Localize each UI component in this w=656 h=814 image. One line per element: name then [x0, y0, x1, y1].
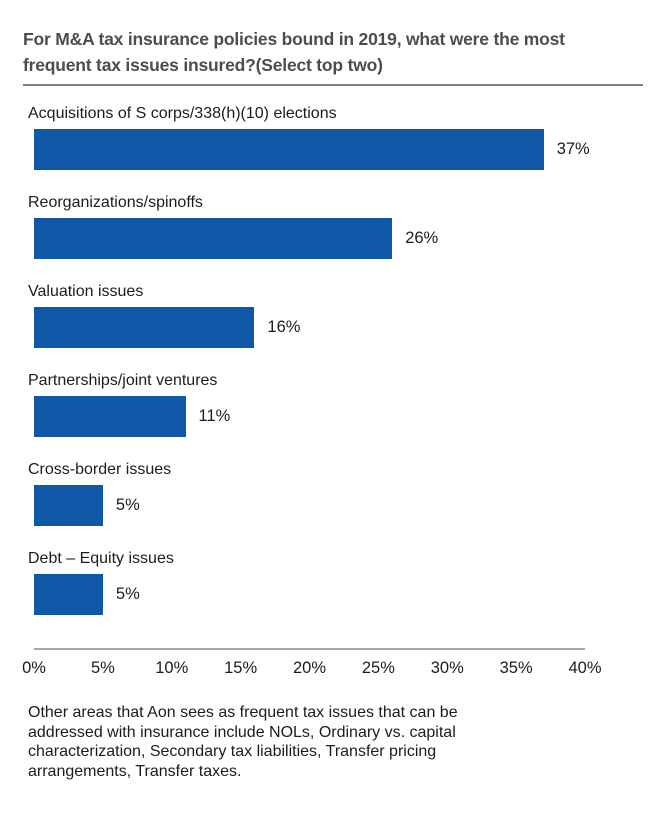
bar-row: Partnerships/joint ventures 11%: [0, 370, 656, 437]
bar-track: 37%: [34, 129, 656, 170]
x-axis-tick-label: 40%: [568, 659, 602, 677]
bar-value-label: 11%: [198, 407, 231, 425]
bar: [34, 574, 103, 615]
x-axis: 0% 5% 10% 15% 20% 25% 30% 35% 40%: [22, 648, 602, 681]
bar-value-label: 16%: [267, 318, 301, 336]
bar-row: Cross-border issues 5%: [0, 459, 656, 526]
bar-chart: Acquisitions of S corps/338(h)(10) elect…: [0, 103, 656, 637]
footer-line-2: addressed with insurance include NOLs, O…: [28, 723, 456, 741]
bar: [34, 396, 186, 437]
bar-track: 26%: [34, 218, 656, 259]
title-divider: [23, 84, 643, 86]
bar: [34, 307, 255, 348]
x-axis-tick-label: 0%: [22, 659, 46, 677]
bar-track: 5%: [34, 485, 656, 526]
chart-title-line1: For M&A tax insurance policies bound in …: [23, 29, 565, 49]
bar-row: Reorganizations/spinoffs 26%: [0, 192, 656, 259]
bar-value-label: 37%: [556, 140, 590, 158]
x-axis-tick-label: 35%: [499, 659, 533, 677]
chart-title-line2: frequent tax issues insured?(Select top …: [23, 55, 383, 75]
bar-category-label: Acquisitions of S corps/338(h)(10) elect…: [28, 105, 337, 122]
bar-category-label: Debt – Equity issues: [28, 550, 174, 567]
bar-track: 16%: [34, 307, 656, 348]
x-axis-line: [34, 648, 585, 650]
bar-row: Debt – Equity issues 5%: [0, 548, 656, 615]
x-axis-tick-label: 5%: [90, 659, 115, 677]
x-axis-tick-label: 15%: [224, 659, 258, 677]
x-axis-tick-label: 20%: [292, 659, 327, 677]
x-axis-tick-label: 25%: [361, 659, 395, 677]
bar-value-label: 5%: [115, 496, 140, 514]
x-axis-tick-label: 10%: [155, 659, 189, 677]
bar-track: 5%: [34, 574, 656, 615]
bar: [34, 218, 393, 259]
bar-value-label: 5%: [115, 585, 140, 603]
bar-category-label: Cross-border issues: [28, 461, 172, 478]
bar-category-label: Valuation issues: [28, 283, 144, 300]
bar: [34, 129, 544, 170]
bar-category-label: Reorganizations/spinoffs: [28, 194, 203, 211]
x-axis-ticks: 0% 5% 10% 15% 20% 25% 30% 35% 40%: [22, 659, 601, 681]
bar-track: 11%: [34, 396, 656, 437]
chart-title: For M&A tax insurance policies bound in …: [23, 26, 638, 78]
footer-note: Other areas that Aon sees as frequent ta…: [28, 703, 628, 781]
footer-line-3: characterization, Secondary tax liabilit…: [28, 743, 437, 760]
bar-row: Acquisitions of S corps/338(h)(10) elect…: [0, 103, 656, 170]
bar-row: Valuation issues 16%: [0, 281, 656, 348]
footer-line-1: Other areas that Aon sees as frequent ta…: [28, 704, 458, 721]
bar-value-label: 26%: [405, 229, 439, 247]
footer-line-4: arrangements, Transfer taxes.: [28, 762, 242, 780]
bar: [34, 485, 103, 526]
bar-category-label: Partnerships/joint ventures: [28, 372, 218, 389]
x-axis-tick-label: 30%: [430, 659, 464, 677]
